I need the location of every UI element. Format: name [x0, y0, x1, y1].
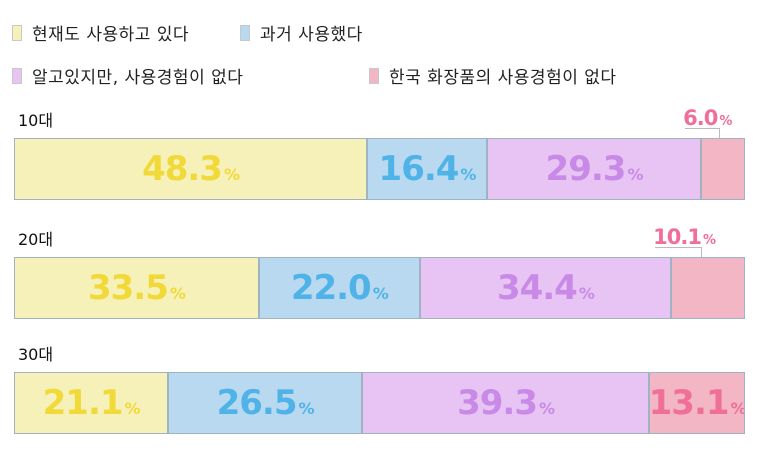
data-label: 34.4%	[496, 268, 595, 308]
data-label: 10.1%	[653, 225, 716, 249]
data-label-value: 26.5	[216, 383, 298, 423]
bar-segment: 48.3%	[14, 138, 368, 200]
stacked-bar: 33.5% 22.0% 34.4%	[14, 257, 745, 319]
data-label-value: 22.0	[290, 268, 372, 308]
bar-segment: 33.5%	[14, 257, 259, 319]
data-label: 33.5%	[87, 268, 186, 308]
data-label-unit: %	[372, 284, 389, 303]
data-label-unit: %	[298, 399, 315, 418]
stacked-bar: 21.1% 26.5% 39.3% 13.1%	[14, 372, 745, 434]
data-label: 26.5%	[216, 383, 315, 423]
data-label-unit: %	[169, 284, 186, 303]
data-label-value: 10.1	[653, 225, 702, 249]
legend-item: 알고있지만, 사용경험이 없다	[12, 63, 243, 88]
bar-segment: 26.5%	[168, 372, 362, 434]
legend-label: 알고있지만, 사용경험이 없다	[32, 68, 244, 88]
legend-row: 현재도 사용하고 있다 과거 사용했다	[12, 20, 772, 45]
callout-leader	[685, 128, 720, 138]
legend-label: 한국 화장품의 사용경험이 없다	[389, 68, 617, 88]
data-label-value: 29.3	[545, 149, 627, 189]
legend-label: 현재도 사용하고 있다	[32, 25, 190, 45]
legend-row: 알고있지만, 사용경험이 없다 한국 화장품의 사용경험이 없다	[12, 63, 772, 88]
data-label-value: 16.4	[378, 149, 460, 189]
data-label: 48.3%	[142, 149, 240, 189]
data-label-unit: %	[460, 165, 476, 184]
bar-segment	[701, 138, 745, 200]
data-label-unit: %	[223, 165, 240, 184]
data-label-unit: %	[719, 114, 732, 129]
bar-segment	[671, 257, 745, 319]
data-label-value: 6.0	[683, 106, 718, 130]
group-label: 20대	[18, 230, 54, 249]
data-label-unit: %	[702, 233, 716, 248]
data-label-unit: %	[124, 399, 141, 418]
bar-segment: 16.4%	[367, 138, 487, 200]
bar-segment: 13.1%	[649, 372, 745, 434]
data-label-value: 48.3	[142, 149, 223, 189]
data-label-unit: %	[539, 399, 555, 418]
data-label-value: 34.4	[496, 268, 578, 308]
callout-leader	[655, 247, 702, 257]
group-label: 10대	[18, 111, 54, 130]
data-label: 13.1%	[649, 383, 745, 423]
data-label: 21.1%	[42, 383, 141, 423]
legend-label: 과거 사용했다	[260, 25, 363, 45]
data-label-unit: %	[730, 399, 745, 418]
legend-item: 한국 화장품의 사용경험이 없다	[369, 63, 617, 88]
legend-swatch	[12, 67, 22, 84]
data-label: 39.3%	[457, 383, 555, 423]
data-label: 6.0%	[683, 106, 732, 130]
legend-swatch	[369, 67, 379, 84]
data-label-value: 39.3	[457, 383, 538, 423]
group-label: 30대	[18, 345, 54, 364]
legend-item: 과거 사용했다	[240, 20, 363, 45]
bar-segment: 22.0%	[258, 257, 420, 319]
stacked-bar: 48.3% 16.4% 29.3%	[14, 138, 745, 200]
data-label-value: 21.1	[42, 383, 124, 423]
legend-item: 현재도 사용하고 있다	[12, 20, 189, 45]
bar-segment: 34.4%	[419, 257, 672, 319]
data-label-value: 13.1	[649, 383, 729, 423]
bar-segment: 29.3%	[486, 138, 702, 200]
data-label: 22.0%	[290, 268, 389, 308]
data-label-unit: %	[627, 165, 643, 184]
bar-segment: 21.1%	[14, 372, 169, 434]
data-label-unit: %	[578, 284, 595, 303]
legend-swatch	[12, 24, 22, 41]
data-label: 29.3%	[545, 149, 644, 189]
legend-swatch	[240, 24, 250, 41]
bar-segment: 39.3%	[361, 372, 650, 434]
data-label: 16.4%	[378, 149, 477, 189]
data-label-value: 33.5	[87, 268, 169, 308]
